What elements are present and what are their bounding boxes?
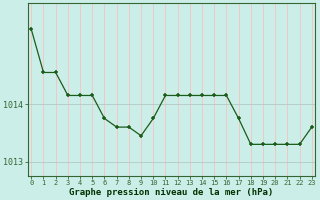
X-axis label: Graphe pression niveau de la mer (hPa): Graphe pression niveau de la mer (hPa) [69, 188, 274, 197]
